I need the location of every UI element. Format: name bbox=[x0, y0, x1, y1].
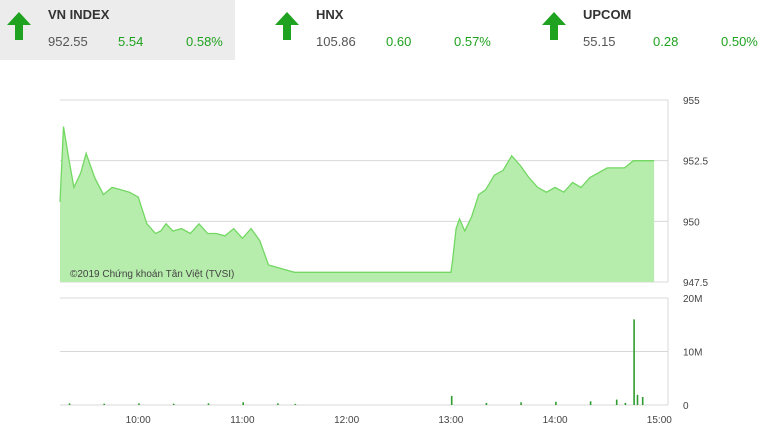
axis-labels: 955 952.5 950 947.5 20M 10M 0 10:00 11:00 12:00 13… bbox=[126, 96, 709, 426]
volume-tick-label: 20M bbox=[683, 294, 702, 305]
volume-bar bbox=[138, 403, 140, 405]
volume-bar bbox=[641, 397, 644, 405]
ticker-change: 0.60 bbox=[386, 34, 412, 49]
volume-tick-label: 0 bbox=[683, 401, 689, 412]
ticker-value: 952.55 bbox=[48, 34, 88, 49]
ticker-name: HNX bbox=[316, 7, 344, 22]
ticker-upcom[interactable]: UPCOM 55.15 0.28 0.50% bbox=[535, 0, 766, 60]
ticker-percent: 0.57% bbox=[454, 34, 491, 49]
chart-watermark: ©2019 Chứng khoán Tân Việt (TVSI) bbox=[70, 269, 234, 280]
price-line bbox=[59, 126, 655, 273]
ticker-value: 105.86 bbox=[316, 34, 356, 49]
volume-tick-label: 10M bbox=[683, 348, 702, 359]
arrow-up-icon bbox=[7, 12, 31, 40]
volume-bar bbox=[636, 394, 639, 405]
time-tick-label: 15:00 bbox=[647, 415, 672, 426]
price-tick-label: 952.5 bbox=[683, 157, 708, 168]
ticker-change: 0.28 bbox=[653, 34, 679, 49]
volume-bar bbox=[615, 399, 618, 405]
price-area bbox=[60, 126, 655, 282]
volume-bar bbox=[277, 403, 279, 405]
volume-bar bbox=[624, 402, 627, 405]
price-tick-label: 950 bbox=[683, 217, 700, 228]
volume-bar bbox=[589, 401, 592, 405]
price-tick-label: 947.5 bbox=[683, 278, 708, 289]
ticker-change: 5.54 bbox=[118, 34, 144, 49]
time-tick-label: 12:00 bbox=[334, 415, 359, 426]
time-tick-label: 11:00 bbox=[230, 415, 255, 426]
ticker-value: 55.15 bbox=[583, 34, 616, 49]
volume-bar bbox=[294, 403, 297, 405]
volume-bar bbox=[103, 403, 105, 405]
volume-bar bbox=[207, 403, 210, 405]
ticker-percent: 0.50% bbox=[721, 34, 758, 49]
arrow-up-icon bbox=[275, 12, 299, 40]
ticker-percent: 0.58% bbox=[186, 34, 223, 49]
volume-bar bbox=[633, 319, 635, 405]
ticker-name: VN INDEX bbox=[48, 7, 110, 22]
volume-bar bbox=[450, 395, 453, 405]
volume-bar bbox=[485, 402, 488, 405]
time-tick-label: 14:00 bbox=[543, 415, 568, 426]
time-tick-label: 10:00 bbox=[126, 415, 151, 426]
volume-bar bbox=[68, 403, 71, 405]
arrow-up-icon bbox=[542, 12, 566, 40]
volume-bar bbox=[555, 401, 557, 405]
volume-bar bbox=[242, 402, 244, 405]
volume-bar bbox=[172, 403, 175, 405]
ticker-vnindex[interactable]: VN INDEX 952.55 5.54 0.58% bbox=[0, 0, 235, 60]
volume-bar bbox=[520, 402, 522, 405]
time-tick-label: 13:00 bbox=[438, 415, 463, 426]
price-tick-label: 955 bbox=[683, 96, 700, 107]
ticker-hnx[interactable]: HNX 105.86 0.60 0.57% bbox=[268, 0, 503, 60]
ticker-name: UPCOM bbox=[583, 7, 632, 22]
volume-bars bbox=[68, 319, 644, 405]
